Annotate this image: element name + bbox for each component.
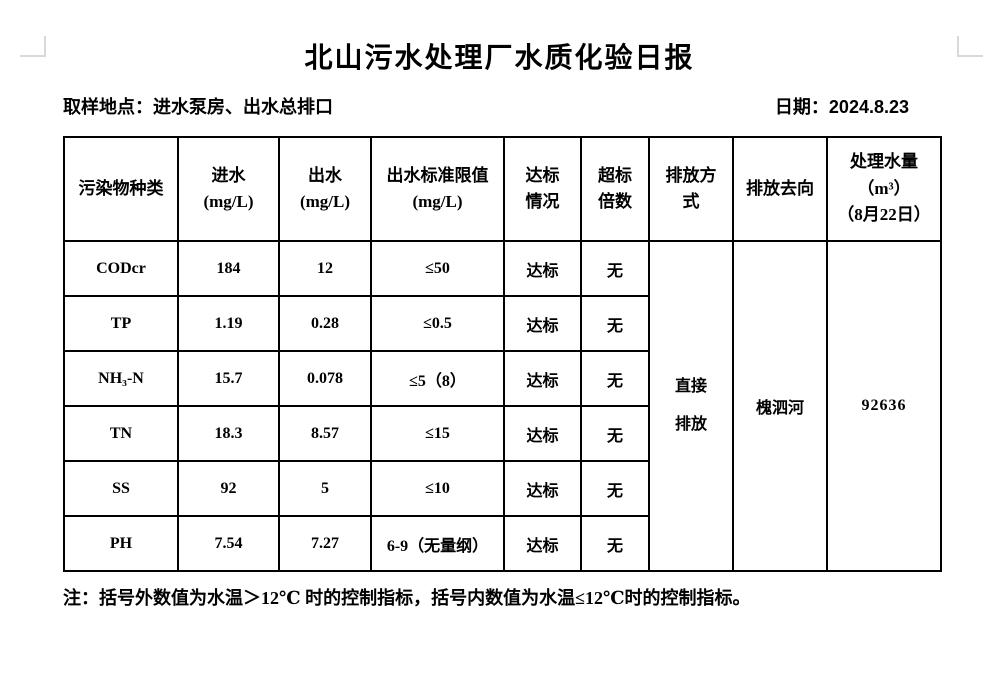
influent-value-cell: 18.3 (177, 405, 280, 462)
page-margin-mark-top-right (957, 36, 983, 57)
col-header-influent: 进水 (mg/L) (177, 136, 280, 242)
treated-volume-cell: 92636 (826, 240, 942, 572)
exceedance-cell: 无 (580, 350, 650, 407)
exceedance-cell: 无 (580, 460, 650, 517)
exceedance-cell: 无 (580, 405, 650, 462)
page-margin-mark-top-left (20, 36, 46, 57)
exceedance-cell: 无 (580, 295, 650, 352)
col-header-effluent: 出水 (mg/L) (278, 136, 372, 242)
pollutant-name-cell: TP (63, 295, 179, 352)
table-row: PH 7.54 7.27 6-9（无量纲） 达标 无 (63, 515, 941, 572)
compliance-status-cell: 达标 (503, 240, 582, 297)
compliance-status-cell: 达标 (503, 295, 582, 352)
influent-value-cell: 92 (177, 460, 280, 517)
compliance-status-cell: 达标 (503, 460, 582, 517)
limit-value-cell: ≤5（8） (370, 350, 505, 407)
pollutant-name-cell: NH₃-N (63, 350, 179, 407)
table-row: TP 1.19 0.28 ≤0.5 达标 无 (63, 295, 941, 352)
table-row: NH₃-N 15.7 0.078 ≤5（8） 达标 无 (63, 350, 941, 407)
col-header-treated-volume: 处理水量 （m³） （8月22日） (826, 136, 942, 242)
limit-value-cell: ≤15 (370, 405, 505, 462)
effluent-value-cell: 12 (278, 240, 372, 297)
water-quality-table: 污染物种类 进水 (mg/L) 出水 (mg/L) 出水标准限值 (mg/L) … (63, 136, 942, 572)
influent-value-cell: 15.7 (177, 350, 280, 407)
compliance-status-cell: 达标 (503, 405, 582, 462)
effluent-value-cell: 8.57 (278, 405, 372, 462)
pollutant-name-cell: PH (63, 515, 179, 572)
table-row: CODcr 184 12 ≤50 达标 无 直接 排放 槐泗河 92636 (63, 240, 942, 572)
table-header-row: 污染物种类 进水 (mg/L) 出水 (mg/L) 出水标准限值 (mg/L) … (63, 136, 942, 242)
limit-value-cell: ≤0.5 (370, 295, 505, 352)
meta-row: 取样地点：进水泵房、出水总排口 日期：2024.8.23 (63, 93, 909, 119)
table-row: SS 92 5 ≤10 达标 无 (63, 460, 941, 517)
compliance-status-cell: 达标 (503, 350, 582, 407)
limit-value-cell: ≤10 (370, 460, 505, 517)
effluent-value-cell: 5 (278, 460, 372, 517)
pollutant-name-cell: TN (63, 405, 179, 462)
limit-value-cell: ≤50 (370, 240, 505, 297)
influent-value-cell: 1.19 (177, 295, 280, 352)
effluent-value-cell: 0.28 (278, 295, 372, 352)
col-header-compliance: 达标 情况 (503, 136, 582, 242)
influent-value-cell: 184 (177, 240, 280, 297)
col-header-discharge-mode: 排放方 式 (648, 136, 734, 242)
discharge-mode-cell: 直接 排放 (648, 240, 734, 572)
pollutant-name-cell: CODcr (63, 240, 179, 297)
footnote: 注：括号外数值为水温＞12℃ 时的控制指标，括号内数值为水温≤12℃时的控制指标… (63, 588, 751, 608)
col-header-effluent-limit: 出水标准限值 (mg/L) (370, 136, 505, 242)
exceedance-cell: 无 (580, 515, 650, 572)
exceedance-cell: 无 (580, 240, 650, 297)
discharge-destination-cell: 槐泗河 (732, 240, 828, 572)
influent-value-cell: 7.54 (177, 515, 280, 572)
table-row: TN 18.3 8.57 ≤15 达标 无 (63, 405, 941, 462)
col-header-exceedance: 超标 倍数 (580, 136, 650, 242)
col-header-discharge-destination: 排放去向 (732, 136, 828, 242)
report-date-label: 日期：2024.8.23 (774, 97, 909, 117)
pollutant-name-cell: SS (63, 460, 179, 517)
compliance-status-cell: 达标 (503, 515, 582, 572)
col-header-pollutant: 污染物种类 (63, 136, 179, 242)
effluent-value-cell: 0.078 (278, 350, 372, 407)
page-title: 北山污水处理厂水质化验日报 (304, 43, 695, 74)
effluent-value-cell: 7.27 (278, 515, 372, 572)
sampling-location-label: 取样地点：进水泵房、出水总排口 (63, 97, 333, 117)
limit-value-cell: 6-9（无量纲） (370, 515, 505, 572)
